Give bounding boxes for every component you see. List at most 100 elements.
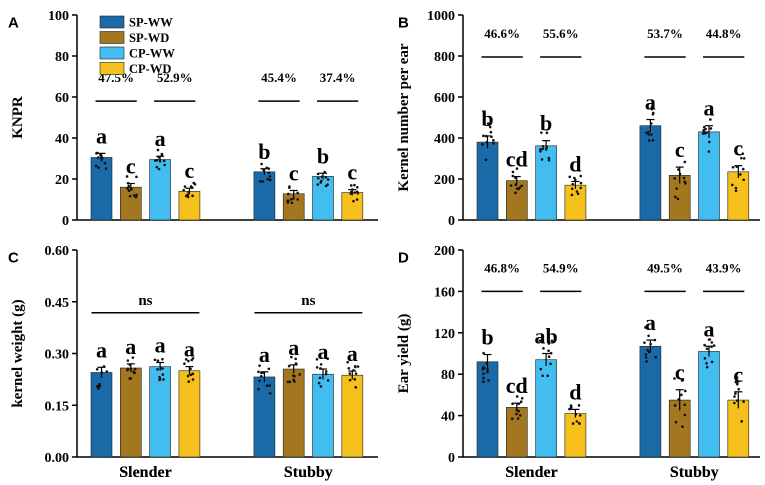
significance-letter: b (481, 106, 493, 131)
data-point (161, 373, 165, 376)
data-point (490, 135, 493, 139)
data-point (654, 355, 658, 359)
panel-letter: C (8, 249, 19, 266)
data-point (542, 347, 545, 350)
category-label: Slender (505, 464, 557, 481)
data-point (482, 380, 485, 383)
data-point (704, 127, 707, 131)
legend-swatch-CP-WD (99, 62, 125, 75)
category-label: Slender (119, 464, 171, 481)
data-point (102, 365, 106, 368)
bar-CP-WD-Stubby (727, 399, 750, 458)
data-point (644, 353, 648, 356)
data-point (518, 414, 522, 417)
data-point (288, 380, 292, 384)
category-label: Slender (505, 464, 557, 481)
data-point (514, 176, 517, 180)
significance-letter: ab (534, 324, 557, 349)
data-point (163, 163, 167, 167)
data-point (354, 372, 358, 375)
data-point (160, 154, 164, 158)
data-point (486, 368, 489, 372)
y-tick-label: 0.45 (45, 296, 70, 311)
data-point (545, 131, 549, 135)
data-point (158, 375, 161, 379)
data-point (540, 131, 543, 134)
data-point (742, 178, 745, 182)
data-point (161, 367, 164, 370)
data-point (481, 367, 485, 371)
data-point (736, 381, 739, 385)
data-point (579, 174, 583, 178)
data-point (326, 178, 330, 181)
y-tick-label: 0.60 (45, 244, 70, 259)
data-point (510, 417, 514, 421)
data-point (709, 127, 713, 130)
data-point (129, 367, 133, 371)
data-point (126, 368, 129, 372)
data-point (184, 358, 188, 361)
data-point (189, 373, 193, 377)
percent-label: 55.6% (543, 26, 579, 41)
data-point (486, 370, 489, 374)
data-point (683, 403, 687, 407)
data-point (571, 422, 575, 425)
y-tick-label: 40 (441, 410, 455, 425)
data-point (515, 395, 519, 398)
data-point (290, 201, 294, 205)
data-point (292, 374, 295, 377)
data-point (545, 145, 549, 149)
data-point (346, 360, 349, 364)
data-point (326, 357, 330, 360)
significance-letter: c (289, 160, 299, 185)
y-tick-label: 40 (55, 132, 69, 147)
data-point (647, 133, 650, 136)
data-point (651, 138, 655, 142)
data-point (157, 167, 161, 171)
data-point (735, 376, 739, 379)
data-point (705, 362, 708, 365)
significance-letter: a (704, 316, 715, 341)
bar-CP-WD-Stubby (341, 192, 364, 221)
significance-letter: c (347, 160, 357, 185)
data-point (158, 159, 162, 163)
data-point (186, 193, 189, 197)
data-point (731, 183, 734, 187)
data-point (678, 172, 682, 176)
category-label: Slender (119, 464, 171, 481)
data-point (515, 412, 518, 416)
data-point (95, 368, 99, 371)
data-point (257, 370, 260, 374)
significance-letter: a (704, 96, 715, 121)
bar-CP-WD-Slender (178, 370, 201, 458)
legend-swatch-SP-WW (99, 15, 125, 29)
significance-letter: b (481, 325, 493, 350)
data-point (734, 186, 738, 190)
data-point (742, 157, 746, 160)
legend-label: SP-WD (129, 31, 169, 45)
y-axis-label: Kernel number per ear (396, 43, 412, 192)
data-point (645, 131, 648, 135)
significance-letter: c (675, 137, 685, 162)
data-point (547, 158, 551, 162)
data-point (190, 358, 193, 362)
data-point (298, 373, 301, 376)
data-point (129, 377, 133, 380)
significance-letter: a (259, 342, 270, 367)
y-axis-label: KNPR (10, 96, 26, 139)
category-label: Stubby (284, 464, 333, 481)
data-point (349, 184, 353, 187)
data-point (647, 350, 651, 354)
data-point (707, 140, 711, 144)
data-point (734, 392, 737, 395)
percent-label: 44.8% (706, 26, 742, 41)
y-tick-label: 200 (434, 244, 455, 259)
data-point (267, 167, 271, 170)
data-point (187, 190, 190, 194)
data-point (482, 372, 485, 376)
bar-SP-WW-Stubby (639, 345, 662, 458)
data-point (156, 368, 159, 371)
data-point (268, 392, 272, 395)
data-point (482, 134, 485, 138)
